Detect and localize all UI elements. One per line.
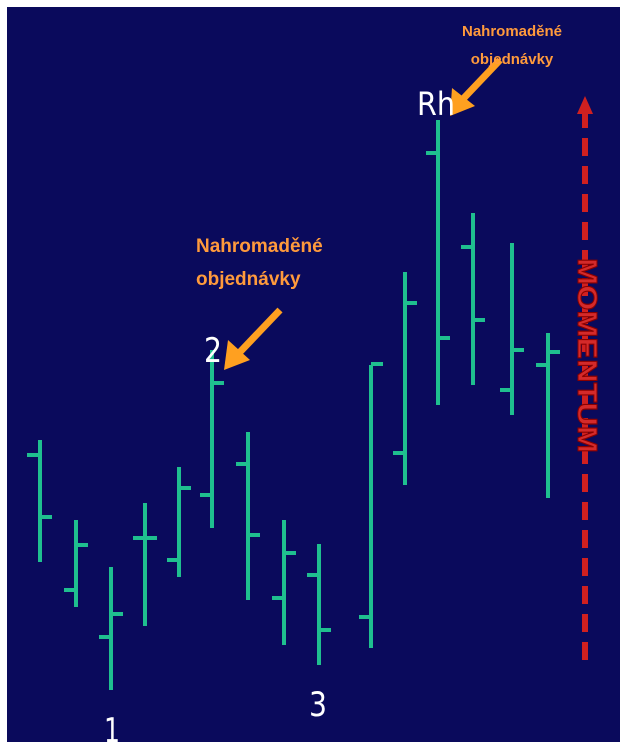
momentum-arrow-head [577,96,593,114]
point-label: 2 [204,331,222,371]
arrow-head [450,88,475,116]
arrow-head [224,340,250,370]
annotation-line: objednávky [471,51,554,68]
annotation-line: Nahromaděné [462,23,562,40]
bar [272,520,296,645]
bar [359,362,383,648]
price-bars [27,120,560,690]
arrow [459,57,503,103]
arrows [224,57,503,370]
bar [99,567,123,690]
point-label: 3 [309,685,327,725]
bar [236,432,260,600]
bar [461,213,485,385]
background [7,7,620,742]
bar [426,120,450,405]
bar [133,503,157,626]
bar [307,544,331,665]
bar [500,243,524,415]
bar [393,272,417,485]
point-label: Rh [417,85,455,123]
bar [167,467,191,577]
momentum-label: MOMENTUM [572,258,603,453]
arrow [237,307,283,355]
bar [27,440,52,562]
bar [536,333,560,498]
point-label: 1 [104,711,120,749]
bar [200,350,224,528]
annotation-line: Nahromaděné [196,236,323,257]
bar [64,520,88,607]
annotation-line: objednávky [196,269,301,290]
